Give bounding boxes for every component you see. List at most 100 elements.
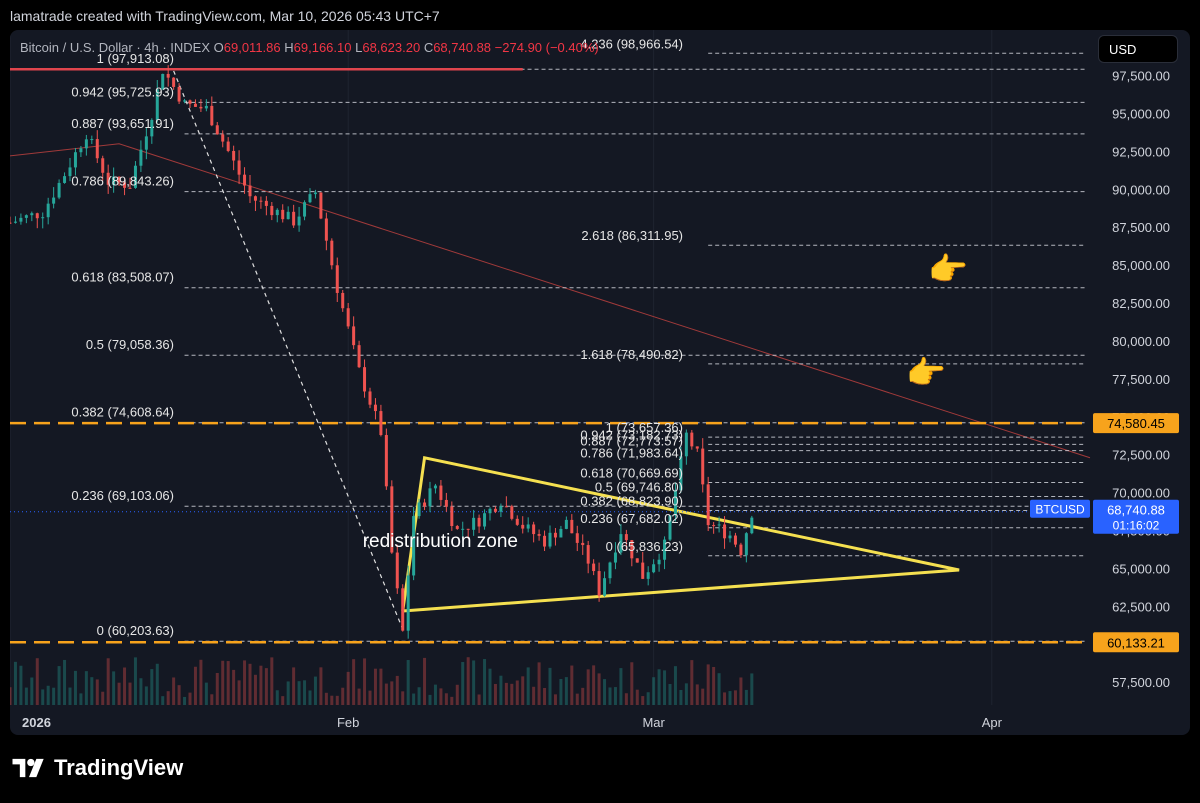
volume-bar — [439, 688, 443, 705]
volume-bar — [384, 683, 388, 705]
candle-body — [379, 411, 383, 436]
volume-bar — [259, 665, 263, 705]
candle-body — [117, 176, 121, 183]
fib-left-label-6: 0.382 (74,608.64) — [71, 405, 174, 420]
candle-body — [281, 209, 285, 220]
candle-body — [668, 515, 672, 540]
candle-body — [106, 172, 110, 185]
volume-bar — [183, 696, 187, 705]
candle-body — [161, 73, 165, 90]
volume-bar — [390, 681, 394, 705]
candle-body — [193, 103, 197, 107]
volume-bar — [30, 677, 34, 705]
volume-bar — [723, 692, 727, 705]
volume-bar — [35, 658, 39, 705]
candle-body — [128, 187, 132, 189]
volume-bar — [204, 682, 208, 705]
volume-bar — [155, 663, 159, 705]
candle-body — [597, 571, 601, 596]
candle-body — [406, 575, 410, 631]
candle-body — [368, 391, 372, 405]
candle-body — [684, 432, 688, 457]
candle-body — [477, 517, 481, 527]
volume-bar — [553, 694, 557, 705]
price-tick-11: 72,500.00 — [1112, 448, 1170, 463]
volume-bar — [68, 687, 72, 705]
volume-bar — [575, 693, 579, 705]
candle-body — [330, 240, 334, 266]
drawings — [10, 52, 1091, 644]
volume-bar — [297, 681, 301, 705]
candle-body — [215, 125, 219, 135]
candle-body — [363, 367, 367, 392]
volume-bar — [515, 680, 519, 705]
price-tick-15: 62,500.00 — [1112, 599, 1170, 614]
volume-bar — [733, 690, 737, 705]
candle-body — [346, 308, 350, 327]
fib-right-label-0: 4.236 (98,966.54) — [580, 36, 683, 51]
candle-body — [553, 532, 557, 538]
candle-body — [297, 216, 301, 226]
current-price-label: 68,740.88 — [1107, 503, 1165, 518]
volume-bar — [84, 671, 88, 705]
candle-body — [150, 119, 154, 137]
candle-body — [532, 524, 536, 535]
price-tick-17: 57,500.00 — [1112, 675, 1170, 690]
candle-body — [10, 222, 12, 224]
candle-body — [63, 176, 67, 183]
chart-caption: lamatrade created with TradingView.com, … — [10, 8, 440, 24]
volume-bar — [510, 683, 514, 705]
volume-bar — [701, 688, 705, 705]
fib-right-label-10: 0.236 (67,682.02) — [580, 511, 683, 526]
price-tick-5: 87,500.00 — [1112, 220, 1170, 235]
volume-bar — [586, 669, 590, 705]
volume-bar — [559, 678, 563, 705]
price-series — [10, 65, 754, 705]
candle-body — [68, 167, 72, 177]
candle-body — [733, 535, 737, 545]
volume-bar — [423, 657, 427, 705]
candle-body — [635, 558, 639, 563]
candle-body — [679, 456, 683, 491]
redistribution-zone-label: redistribution zone — [363, 531, 518, 552]
candle-body — [695, 446, 699, 449]
candle-body — [417, 502, 421, 517]
level-badge-1: 60,133.21 — [1107, 635, 1165, 650]
candle-body — [728, 535, 732, 539]
candle-body — [123, 182, 127, 188]
candle-body — [657, 559, 661, 565]
price-axis: 97,500.00 95,000.00 92,500.00 90,000.00 87,5… — [22, 69, 1179, 730]
candle-body — [248, 185, 252, 197]
fib-right-label-3: 1 (73,657.36) — [606, 420, 683, 435]
candle-body — [401, 588, 405, 631]
volume-bar — [226, 661, 230, 705]
candle-body — [466, 528, 470, 530]
candle-body — [35, 213, 39, 219]
candle-body — [270, 205, 274, 216]
level-badge-bg-0 — [1093, 413, 1179, 434]
volume-bar — [728, 691, 732, 705]
price-tick-7: 82,500.00 — [1112, 296, 1170, 311]
fib-right-label-1: 2.618 (86,311.95) — [581, 228, 683, 243]
candle-body — [19, 217, 23, 222]
candle-body — [673, 490, 677, 516]
ohlc-open-label: O — [213, 40, 224, 55]
volume-bar — [466, 657, 470, 705]
price-chart[interactable]: 1 (97,913.08) 0.942 (95,725.93) 0.887 (93,… — [10, 30, 1190, 735]
time-tick-1: Feb — [337, 715, 359, 730]
candle-body — [412, 516, 416, 576]
currency-button[interactable]: USD — [1098, 35, 1178, 63]
candle-body — [433, 485, 437, 489]
volume-bar — [101, 691, 105, 705]
candle-body — [24, 215, 28, 218]
chart-panel[interactable]: 1 (97,913.08) 0.942 (95,725.93) 0.887 (93,… — [10, 30, 1190, 735]
level-badge-bg-1 — [1093, 632, 1179, 653]
candle-body — [493, 508, 497, 512]
volume-bar — [521, 676, 525, 705]
candle-body — [581, 542, 585, 546]
time-tick-3: Apr — [982, 715, 1003, 730]
candle-body — [172, 77, 176, 87]
volume-bar — [717, 673, 721, 705]
fib-left-label-8: 0 (60,203.63) — [97, 623, 174, 638]
price-tick-2: 95,000.00 — [1112, 106, 1170, 121]
